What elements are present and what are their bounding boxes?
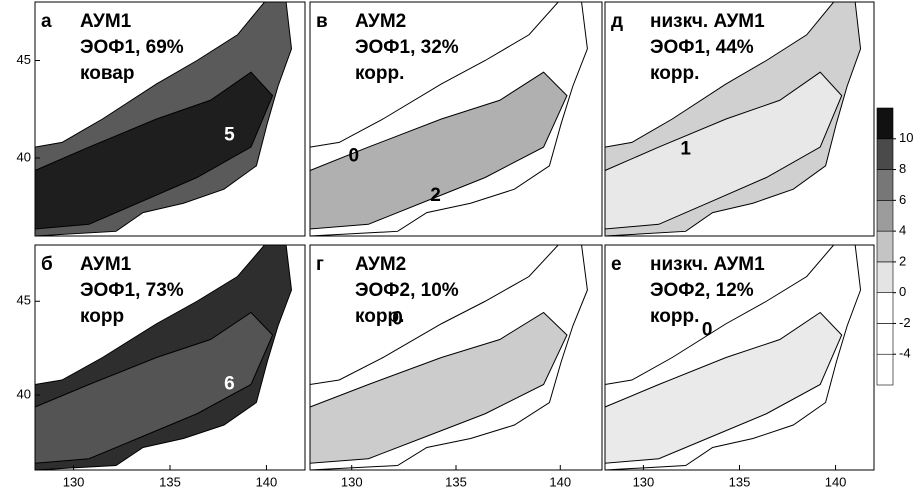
panel-title: корр. <box>650 306 699 327</box>
colorbar-segment <box>877 323 893 354</box>
colorbar-segment <box>877 293 893 324</box>
x-tick-label: 140 <box>549 474 571 489</box>
panel-letter: а <box>41 11 52 32</box>
panel-title: ЭОФ1, 73% <box>80 280 184 301</box>
panel-letter: в <box>316 11 328 32</box>
x-tick-label: 135 <box>729 474 751 489</box>
panel-letter: д <box>611 11 623 32</box>
contour-label: 5 <box>224 124 235 145</box>
colorbar-segment <box>877 354 893 385</box>
colorbar-segment <box>877 139 893 170</box>
colorbar-label: 6 <box>899 192 906 207</box>
contour-label: 0 <box>349 145 360 166</box>
panel-title: корр. <box>650 63 699 84</box>
panel-title: ЭОФ2, 12% <box>650 280 754 301</box>
colorbar-label: 10 <box>899 130 913 145</box>
panel-title: ЭОФ1, 69% <box>80 37 184 58</box>
colorbar-label: 0 <box>899 284 906 299</box>
panel-letter: е <box>611 254 622 275</box>
colorbar-label: 8 <box>899 161 906 176</box>
colorbar-segment <box>877 231 893 262</box>
panel-title: АУМ2 <box>355 11 406 32</box>
panel-title: ЭОФ2, 10% <box>355 280 459 301</box>
colorbar-label: -4 <box>899 346 911 361</box>
y-tick-label: 40 <box>17 149 31 164</box>
panel-title: корр <box>80 306 124 327</box>
panel-title: ЭОФ1, 44% <box>650 37 754 58</box>
panel-title: корр. <box>355 63 404 84</box>
contour-label: 1 <box>680 138 691 159</box>
x-tick-label: 130 <box>633 474 655 489</box>
colorbar-segment <box>877 262 893 293</box>
panel-letter: б <box>41 254 53 275</box>
contour-label: 0 <box>702 320 713 341</box>
x-tick-label: 130 <box>341 474 363 489</box>
y-tick-label: 45 <box>17 52 31 67</box>
colorbar-label: 4 <box>899 223 906 238</box>
panel-title: АУМ1 <box>80 11 132 32</box>
contour-label: 6 <box>224 374 235 395</box>
panel-title: ЭОФ1, 32% <box>355 37 459 58</box>
y-tick-label: 45 <box>17 293 31 308</box>
contour-label: 2 <box>430 185 441 206</box>
contour-label: 0 <box>392 308 403 329</box>
x-tick-label: 130 <box>63 474 85 489</box>
panel-title: ковар <box>80 63 134 84</box>
x-tick-label: 135 <box>159 474 181 489</box>
x-tick-label: 140 <box>256 474 278 489</box>
colorbar-label: -2 <box>899 315 911 330</box>
panel-title: АУМ1 <box>80 254 132 275</box>
panel-title: низкч. АУМ1 <box>650 254 765 275</box>
panel-title: низкч. АУМ1 <box>650 11 765 32</box>
colorbar-segment <box>877 170 893 201</box>
x-tick-label: 135 <box>445 474 467 489</box>
colorbar-segment <box>877 200 893 231</box>
colorbar-label: 2 <box>899 253 906 268</box>
x-tick-label: 140 <box>825 474 847 489</box>
panel-letter: г <box>316 254 324 275</box>
colorbar-segment <box>877 108 893 139</box>
y-tick-label: 40 <box>17 386 31 401</box>
figure: аАУМ1ЭОФ1, 69%ковар54045вАУМ2ЭОФ1, 32%ко… <box>0 0 915 492</box>
panel-title: АУМ2 <box>355 254 406 275</box>
